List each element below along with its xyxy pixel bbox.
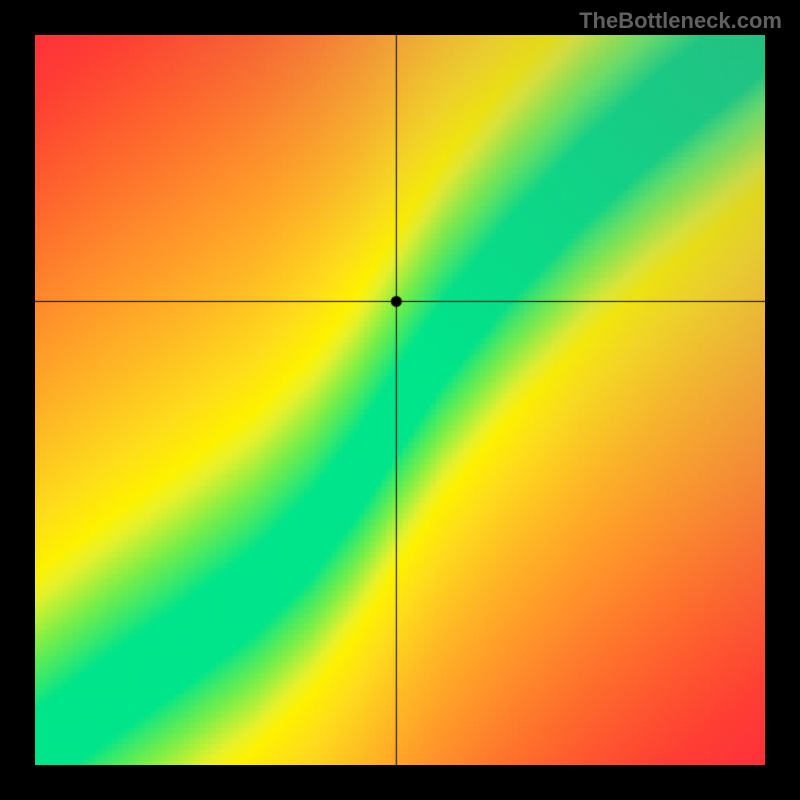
bottleneck-heatmap [35,35,765,765]
watermark-text: TheBottleneck.com [579,8,782,34]
chart-container: TheBottleneck.com [0,0,800,800]
